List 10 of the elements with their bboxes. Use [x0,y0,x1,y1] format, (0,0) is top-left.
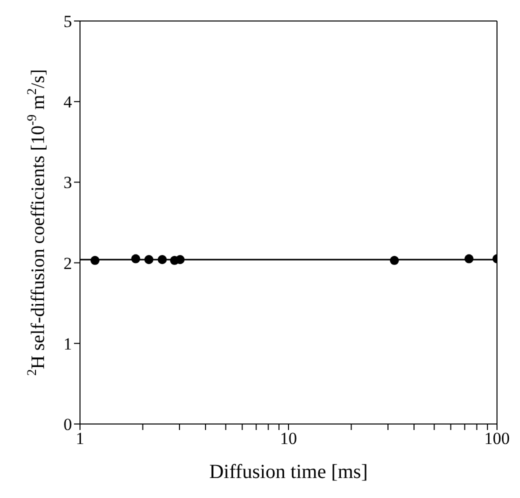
y-tick-label: 5 [64,12,72,32]
y-tick-label: 2 [64,254,72,273]
x-tick-label: 1 [76,429,84,448]
x-axis-title: Diffusion time [ms] [209,461,368,483]
y-tick-label: 0 [64,415,72,434]
x-tick-label: 10 [280,429,297,448]
x-tick-label: 100 [484,429,510,448]
y-tick-label: 4 [64,92,72,112]
y-tick-label: 1 [64,334,72,354]
y-tick-label: 3 [64,173,72,192]
